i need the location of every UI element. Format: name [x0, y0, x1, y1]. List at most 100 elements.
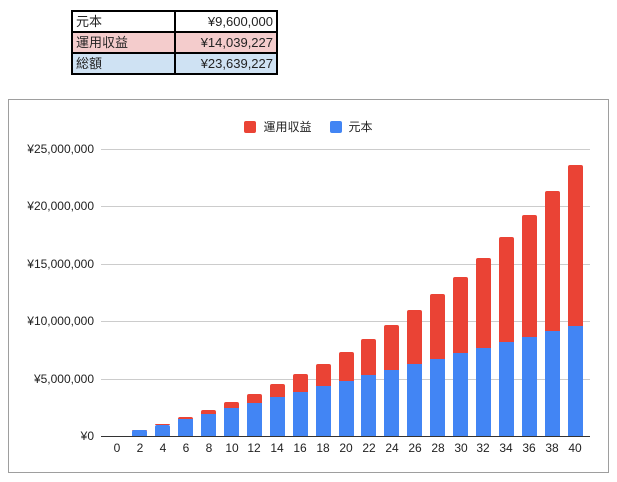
bar-year-16[interactable]: [293, 374, 308, 436]
legend-item-principal[interactable]: 元本: [329, 118, 373, 135]
gridline: [101, 149, 590, 150]
x-tick-label: 6: [182, 441, 190, 455]
y-tick-label: ¥15,000,000: [27, 257, 94, 271]
x-tick-label: 40: [568, 441, 582, 455]
bar-segment-principal[interactable]: [132, 430, 147, 436]
bar-segment-principal[interactable]: [384, 369, 399, 436]
chart-legend: 運用収益 元本: [9, 118, 608, 135]
x-tick-label: 24: [385, 441, 399, 455]
y-tick-label: ¥20,000,000: [27, 199, 94, 213]
bar-segment-gain[interactable]: [568, 164, 583, 326]
bar-segment-gain[interactable]: [155, 424, 170, 425]
gridline: [101, 321, 590, 322]
bar-segment-principal[interactable]: [178, 419, 193, 436]
bar-segment-gain[interactable]: [407, 310, 422, 365]
bar-year-38[interactable]: [545, 190, 560, 436]
x-tick-label: 4: [159, 441, 167, 455]
bar-segment-principal[interactable]: [568, 325, 583, 436]
x-tick-label: 20: [339, 441, 353, 455]
x-tick-label: 28: [431, 441, 445, 455]
x-tick-label: 22: [362, 441, 376, 455]
bar-segment-principal[interactable]: [545, 331, 560, 436]
bar-segment-principal[interactable]: [430, 358, 445, 436]
x-tick-label: 34: [499, 441, 513, 455]
bar-segment-principal[interactable]: [224, 408, 239, 436]
bar-segment-gain[interactable]: [522, 214, 537, 337]
bar-segment-gain[interactable]: [453, 276, 468, 354]
legend-label-principal: 元本: [348, 120, 373, 134]
bar-segment-gain[interactable]: [339, 351, 354, 381]
x-tick-label: 0: [113, 441, 121, 455]
gridline: [101, 206, 590, 207]
summary-row-principal: 元本 ¥9,600,000: [71, 10, 278, 33]
bar-year-40[interactable]: [568, 164, 583, 436]
bar-segment-principal[interactable]: [270, 397, 285, 436]
bar-segment-principal[interactable]: [522, 336, 537, 436]
bar-segment-gain[interactable]: [293, 374, 308, 392]
bar-segment-gain[interactable]: [476, 257, 491, 348]
summary-table: 元本 ¥9,600,000 運用収益 ¥14,039,227 総額 ¥23,63…: [71, 10, 278, 75]
gain-swatch-icon: [244, 120, 257, 133]
principal-label[interactable]: 元本: [71, 10, 176, 33]
bar-segment-gain[interactable]: [316, 363, 331, 387]
bar-year-24[interactable]: [384, 325, 399, 436]
gain-value[interactable]: ¥14,039,227: [174, 31, 278, 54]
bar-year-36[interactable]: [522, 214, 537, 436]
bar-year-10[interactable]: [224, 402, 239, 436]
bar-segment-principal[interactable]: [293, 391, 308, 436]
bar-year-28[interactable]: [430, 294, 445, 436]
x-tick-label: 12: [247, 441, 261, 455]
gridline: [101, 264, 590, 265]
bar-segment-principal[interactable]: [407, 364, 422, 436]
bar-year-22[interactable]: [361, 339, 376, 436]
bar-segment-gain[interactable]: [201, 410, 216, 414]
bar-year-14[interactable]: [270, 384, 285, 436]
bar-year-26[interactable]: [407, 310, 422, 436]
x-tick-label: 32: [476, 441, 490, 455]
bar-segment-principal[interactable]: [247, 402, 262, 436]
total-value[interactable]: ¥23,639,227: [174, 52, 278, 75]
x-axis-line: [101, 436, 590, 437]
bar-year-20[interactable]: [339, 351, 354, 436]
bar-year-18[interactable]: [316, 363, 331, 436]
bar-year-2[interactable]: [132, 430, 147, 436]
bar-segment-gain[interactable]: [499, 237, 514, 343]
bar-segment-principal[interactable]: [201, 413, 216, 436]
bar-segment-gain[interactable]: [384, 325, 399, 370]
bar-segment-principal[interactable]: [499, 342, 514, 436]
legend-item-gain[interactable]: 運用収益: [244, 118, 312, 135]
bar-segment-gain[interactable]: [270, 384, 285, 398]
gain-label[interactable]: 運用収益: [71, 31, 176, 54]
bar-segment-gain[interactable]: [430, 294, 445, 359]
bar-year-8[interactable]: [201, 410, 216, 436]
bar-segment-gain[interactable]: [224, 402, 239, 409]
bar-year-30[interactable]: [453, 276, 468, 436]
bar-segment-gain[interactable]: [361, 339, 376, 376]
x-tick-label: 26: [408, 441, 422, 455]
summary-row-total: 総額 ¥23,639,227: [71, 52, 278, 75]
x-tick-label: 18: [316, 441, 330, 455]
bar-year-32[interactable]: [476, 257, 491, 436]
summary-row-gain: 運用収益 ¥14,039,227: [71, 31, 278, 54]
bar-year-12[interactable]: [247, 393, 262, 436]
stacked-bar-chart[interactable]: 運用収益 元本 ¥0 ¥5,000,000 ¥10,000,000 ¥15,000,0…: [8, 99, 609, 473]
bar-segment-principal[interactable]: [476, 347, 491, 436]
bar-segment-principal[interactable]: [155, 424, 170, 436]
bar-year-34[interactable]: [499, 237, 514, 436]
y-tick-label: ¥5,000,000: [33, 372, 94, 386]
bar-year-6[interactable]: [178, 417, 193, 436]
x-tick-label: 10: [225, 441, 239, 455]
bar-segment-gain[interactable]: [545, 190, 560, 332]
bar-segment-principal[interactable]: [316, 386, 331, 436]
bar-segment-principal[interactable]: [361, 375, 376, 436]
x-tick-label: 36: [522, 441, 536, 455]
bar-segment-gain[interactable]: [178, 417, 193, 420]
y-tick-label: ¥10,000,000: [27, 314, 94, 328]
principal-value[interactable]: ¥9,600,000: [174, 10, 278, 33]
bar-year-4[interactable]: [155, 424, 170, 436]
y-tick-label: ¥0: [80, 429, 94, 443]
bar-segment-principal[interactable]: [339, 380, 354, 436]
bar-segment-gain[interactable]: [247, 393, 262, 403]
bar-segment-principal[interactable]: [453, 353, 468, 436]
total-label[interactable]: 総額: [71, 52, 176, 75]
